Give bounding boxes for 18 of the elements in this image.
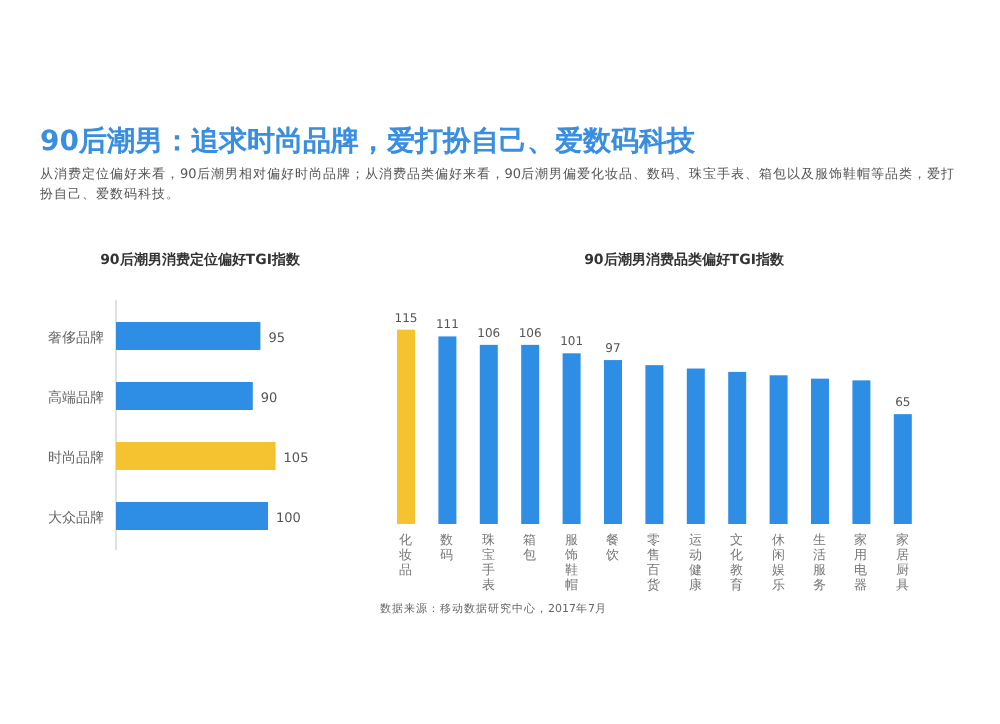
bar (769, 375, 788, 524)
bar (397, 329, 415, 524)
bar (116, 502, 268, 530)
bar (811, 378, 829, 524)
bar (852, 380, 871, 524)
bar (116, 382, 253, 410)
bar (116, 322, 261, 350)
bar (562, 353, 581, 524)
bar (116, 442, 276, 470)
bar (645, 365, 664, 524)
bar (521, 344, 540, 524)
text: 90后潮男：追求时尚品牌，爱打扮自己、爱数码科技 (40, 124, 697, 158)
bar (438, 336, 457, 524)
bar (479, 344, 498, 524)
bar (893, 414, 912, 524)
bar (728, 371, 747, 524)
bar (686, 368, 705, 524)
bar (604, 360, 622, 524)
